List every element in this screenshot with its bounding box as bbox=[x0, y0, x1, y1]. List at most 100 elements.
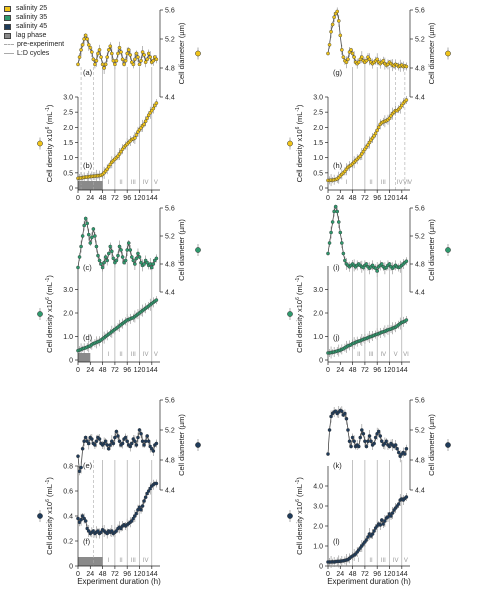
x-tick-label: 48 bbox=[99, 367, 107, 374]
diameter-point bbox=[349, 444, 353, 449]
diameter-point bbox=[86, 232, 91, 237]
ld-cycle-numeral: IV bbox=[397, 180, 403, 186]
diameter-point bbox=[90, 235, 94, 240]
density-tick-label: 0.5 bbox=[313, 170, 323, 177]
diameter-tick-label: 5.2 bbox=[165, 234, 175, 241]
ld-cycle-numeral: V bbox=[154, 352, 158, 358]
diameter-point bbox=[111, 441, 116, 446]
diameter-point bbox=[327, 241, 332, 245]
diameter-point bbox=[350, 51, 355, 56]
density-point bbox=[375, 128, 380, 133]
density-tick-label: 2.5 bbox=[313, 110, 323, 117]
diameter-point bbox=[91, 227, 96, 231]
density-tick-label: 3.0 bbox=[63, 95, 73, 102]
diameter-tick-label: 5.6 bbox=[415, 206, 425, 213]
x-tick-label: 96 bbox=[123, 195, 131, 202]
diameter-point bbox=[137, 428, 142, 432]
density-tick-label: 3.0 bbox=[313, 95, 323, 102]
x-tick-label: 120 bbox=[134, 367, 146, 374]
density-point bbox=[404, 495, 409, 499]
density-series-icon bbox=[287, 311, 293, 317]
diameter-point bbox=[404, 259, 409, 264]
lag-phase-bar bbox=[78, 557, 103, 566]
diameter-line bbox=[327, 205, 407, 272]
ld-cycle-numeral: IV bbox=[381, 352, 387, 358]
density-series-icon bbox=[37, 311, 43, 317]
density-point bbox=[372, 529, 376, 533]
diameter-point bbox=[366, 439, 370, 444]
diameter-point bbox=[82, 439, 86, 444]
x-tick-label: 144 bbox=[146, 367, 158, 374]
density-tick-label: 3.0 bbox=[63, 287, 73, 294]
panel-label-density: (f) bbox=[83, 537, 91, 546]
x-tick-label: 72 bbox=[361, 571, 369, 578]
diameter-point bbox=[102, 260, 106, 265]
density-point bbox=[389, 514, 393, 518]
diameter-tick-label: 4.8 bbox=[415, 66, 425, 73]
diameter-point bbox=[114, 58, 119, 63]
diameter-axis-title: Cell diameter (µm) bbox=[427, 22, 436, 84]
diameter-point bbox=[154, 57, 159, 62]
diameter-point bbox=[116, 434, 120, 438]
legend-item-salinity-25: salinity 25 bbox=[4, 4, 114, 13]
x-tick-label: 120 bbox=[384, 571, 396, 578]
diameter-point bbox=[338, 33, 343, 38]
density-point bbox=[404, 98, 409, 102]
x-tick-label: 0 bbox=[326, 195, 330, 202]
density-point bbox=[386, 515, 390, 519]
legend-swatch-salinity-25 bbox=[4, 5, 11, 12]
diameter-point bbox=[376, 429, 381, 434]
panel-label-density: (d) bbox=[83, 333, 93, 342]
density-point bbox=[376, 125, 381, 130]
diameter-point bbox=[340, 241, 344, 245]
diameter-series-icon bbox=[195, 247, 201, 253]
density-point bbox=[145, 116, 149, 121]
diameter-point bbox=[404, 64, 409, 69]
ld-cycle-numeral: VI bbox=[403, 352, 409, 358]
diameter-point bbox=[93, 443, 97, 447]
density-point bbox=[76, 516, 80, 521]
diameter-point bbox=[148, 55, 153, 59]
density-point bbox=[154, 101, 159, 105]
diameter-point bbox=[80, 234, 85, 238]
ld-cycle-numeral: I bbox=[346, 180, 348, 186]
diameter-point bbox=[154, 256, 159, 261]
density-tick-label: 0.4 bbox=[63, 514, 73, 521]
diameter-tick-label: 5.2 bbox=[415, 234, 425, 241]
diameter-point bbox=[346, 57, 350, 62]
panel-kl: I II III IV V0 24 48 72 96 120 14401.02.03.04.04.4… bbox=[287, 398, 451, 586]
ld-cycle-numeral: III bbox=[369, 352, 374, 358]
diameter-tick-label: 4.4 bbox=[165, 488, 175, 495]
diameter-point bbox=[326, 51, 330, 56]
diameter-point bbox=[97, 258, 102, 263]
diameter-point bbox=[93, 62, 97, 67]
density-point bbox=[139, 507, 143, 512]
diameter-point bbox=[100, 62, 105, 67]
diameter-tick-label: 4.4 bbox=[415, 488, 425, 495]
ld-cycle-numeral: IV bbox=[393, 558, 399, 564]
diameter-point bbox=[393, 443, 398, 447]
diameter-point bbox=[346, 428, 350, 432]
density-tick-label: 1.0 bbox=[313, 544, 323, 551]
x-tick-label: 48 bbox=[349, 195, 357, 202]
panel-label-diameter: (c) bbox=[83, 263, 92, 272]
diameter-tick-label: 5.6 bbox=[415, 398, 425, 405]
diameter-point bbox=[139, 58, 143, 63]
ld-cycle-numeral: I bbox=[108, 180, 110, 186]
diameter-point bbox=[347, 439, 352, 444]
diameter-point bbox=[335, 209, 340, 214]
density-tick-label: 2.0 bbox=[313, 524, 323, 531]
lag-phase-bar bbox=[78, 181, 103, 190]
density-line bbox=[77, 483, 157, 535]
diameter-series-icon bbox=[195, 50, 201, 57]
diameter-point bbox=[146, 439, 151, 444]
x-tick-label: 72 bbox=[111, 571, 119, 578]
diameter-point bbox=[149, 265, 154, 270]
density-point bbox=[142, 122, 146, 127]
x-tick-label: 96 bbox=[123, 367, 131, 374]
diameter-point bbox=[110, 249, 114, 254]
diameter-tick-label: 4.8 bbox=[415, 262, 425, 269]
diameter-point bbox=[137, 62, 142, 67]
density-tick-label: 2.5 bbox=[63, 110, 73, 117]
x-tick-label: 0 bbox=[326, 367, 330, 374]
